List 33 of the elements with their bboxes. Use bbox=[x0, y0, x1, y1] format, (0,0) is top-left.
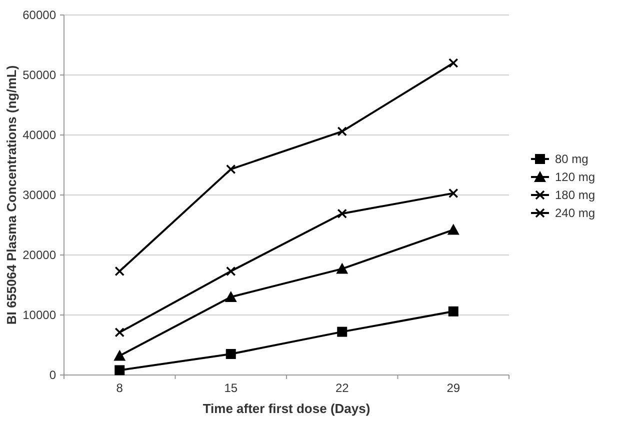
point bbox=[337, 326, 348, 337]
legend-label: 80 mg bbox=[555, 152, 588, 166]
x-axis-title: Time after first dose (Days) bbox=[202, 401, 370, 416]
point bbox=[226, 164, 236, 174]
point bbox=[336, 262, 348, 274]
point bbox=[447, 224, 460, 235]
y-tick-label: 0 bbox=[49, 368, 56, 382]
y-tick-label: 10000 bbox=[22, 308, 56, 322]
point bbox=[448, 58, 458, 68]
point bbox=[448, 306, 458, 316]
y-axis-title: BI 655064 Plasma Concentrations (ng/mL) bbox=[4, 65, 19, 325]
point bbox=[337, 126, 348, 136]
legend-label: 240 mg bbox=[555, 206, 596, 220]
legend-label: 180 mg bbox=[555, 188, 596, 202]
x-tick-label: 29 bbox=[446, 381, 460, 395]
y-tick-label: 40000 bbox=[22, 128, 56, 142]
point bbox=[224, 291, 237, 302]
x-tick-label: 15 bbox=[224, 381, 238, 395]
x-tick-label: 22 bbox=[335, 381, 350, 395]
y-tick-label: 50000 bbox=[22, 68, 56, 82]
point bbox=[114, 350, 126, 361]
point bbox=[114, 266, 125, 276]
y-tick-label: 30000 bbox=[22, 188, 56, 202]
y-tick-label: 20000 bbox=[22, 248, 56, 262]
point bbox=[226, 266, 236, 276]
point bbox=[114, 328, 125, 338]
point bbox=[226, 349, 236, 359]
y-tick-label: 60000 bbox=[22, 8, 56, 22]
point bbox=[114, 365, 125, 376]
x-tick-label: 8 bbox=[116, 381, 124, 395]
point bbox=[337, 208, 348, 218]
legend-label: 120 mg bbox=[555, 170, 596, 184]
point bbox=[448, 188, 458, 198]
